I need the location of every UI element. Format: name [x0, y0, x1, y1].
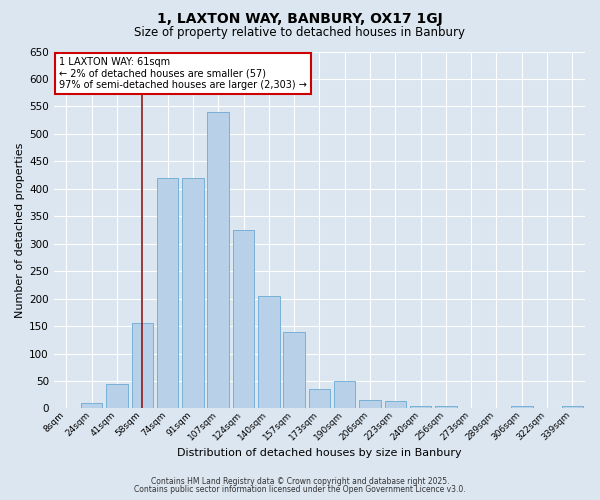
Bar: [208, 112, 229, 408]
Bar: [182, 178, 203, 408]
Bar: [334, 381, 355, 408]
Bar: [283, 332, 305, 408]
Text: 1, LAXTON WAY, BANBURY, OX17 1GJ: 1, LAXTON WAY, BANBURY, OX17 1GJ: [157, 12, 443, 26]
Bar: [106, 384, 128, 408]
Bar: [435, 406, 457, 408]
Bar: [81, 403, 103, 408]
Text: Contains public sector information licensed under the Open Government Licence v3: Contains public sector information licen…: [134, 485, 466, 494]
X-axis label: Distribution of detached houses by size in Banbury: Distribution of detached houses by size …: [177, 448, 462, 458]
Text: 1 LAXTON WAY: 61sqm
← 2% of detached houses are smaller (57)
97% of semi-detache: 1 LAXTON WAY: 61sqm ← 2% of detached hou…: [59, 57, 307, 90]
Bar: [233, 230, 254, 408]
Bar: [258, 296, 280, 408]
Y-axis label: Number of detached properties: Number of detached properties: [15, 142, 25, 318]
Text: Contains HM Land Registry data © Crown copyright and database right 2025.: Contains HM Land Registry data © Crown c…: [151, 477, 449, 486]
Bar: [359, 400, 381, 408]
Bar: [385, 402, 406, 408]
Bar: [511, 406, 533, 408]
Bar: [410, 406, 431, 408]
Bar: [131, 324, 153, 408]
Text: Size of property relative to detached houses in Banbury: Size of property relative to detached ho…: [134, 26, 466, 39]
Bar: [562, 406, 583, 408]
Bar: [157, 178, 178, 408]
Bar: [308, 389, 330, 408]
